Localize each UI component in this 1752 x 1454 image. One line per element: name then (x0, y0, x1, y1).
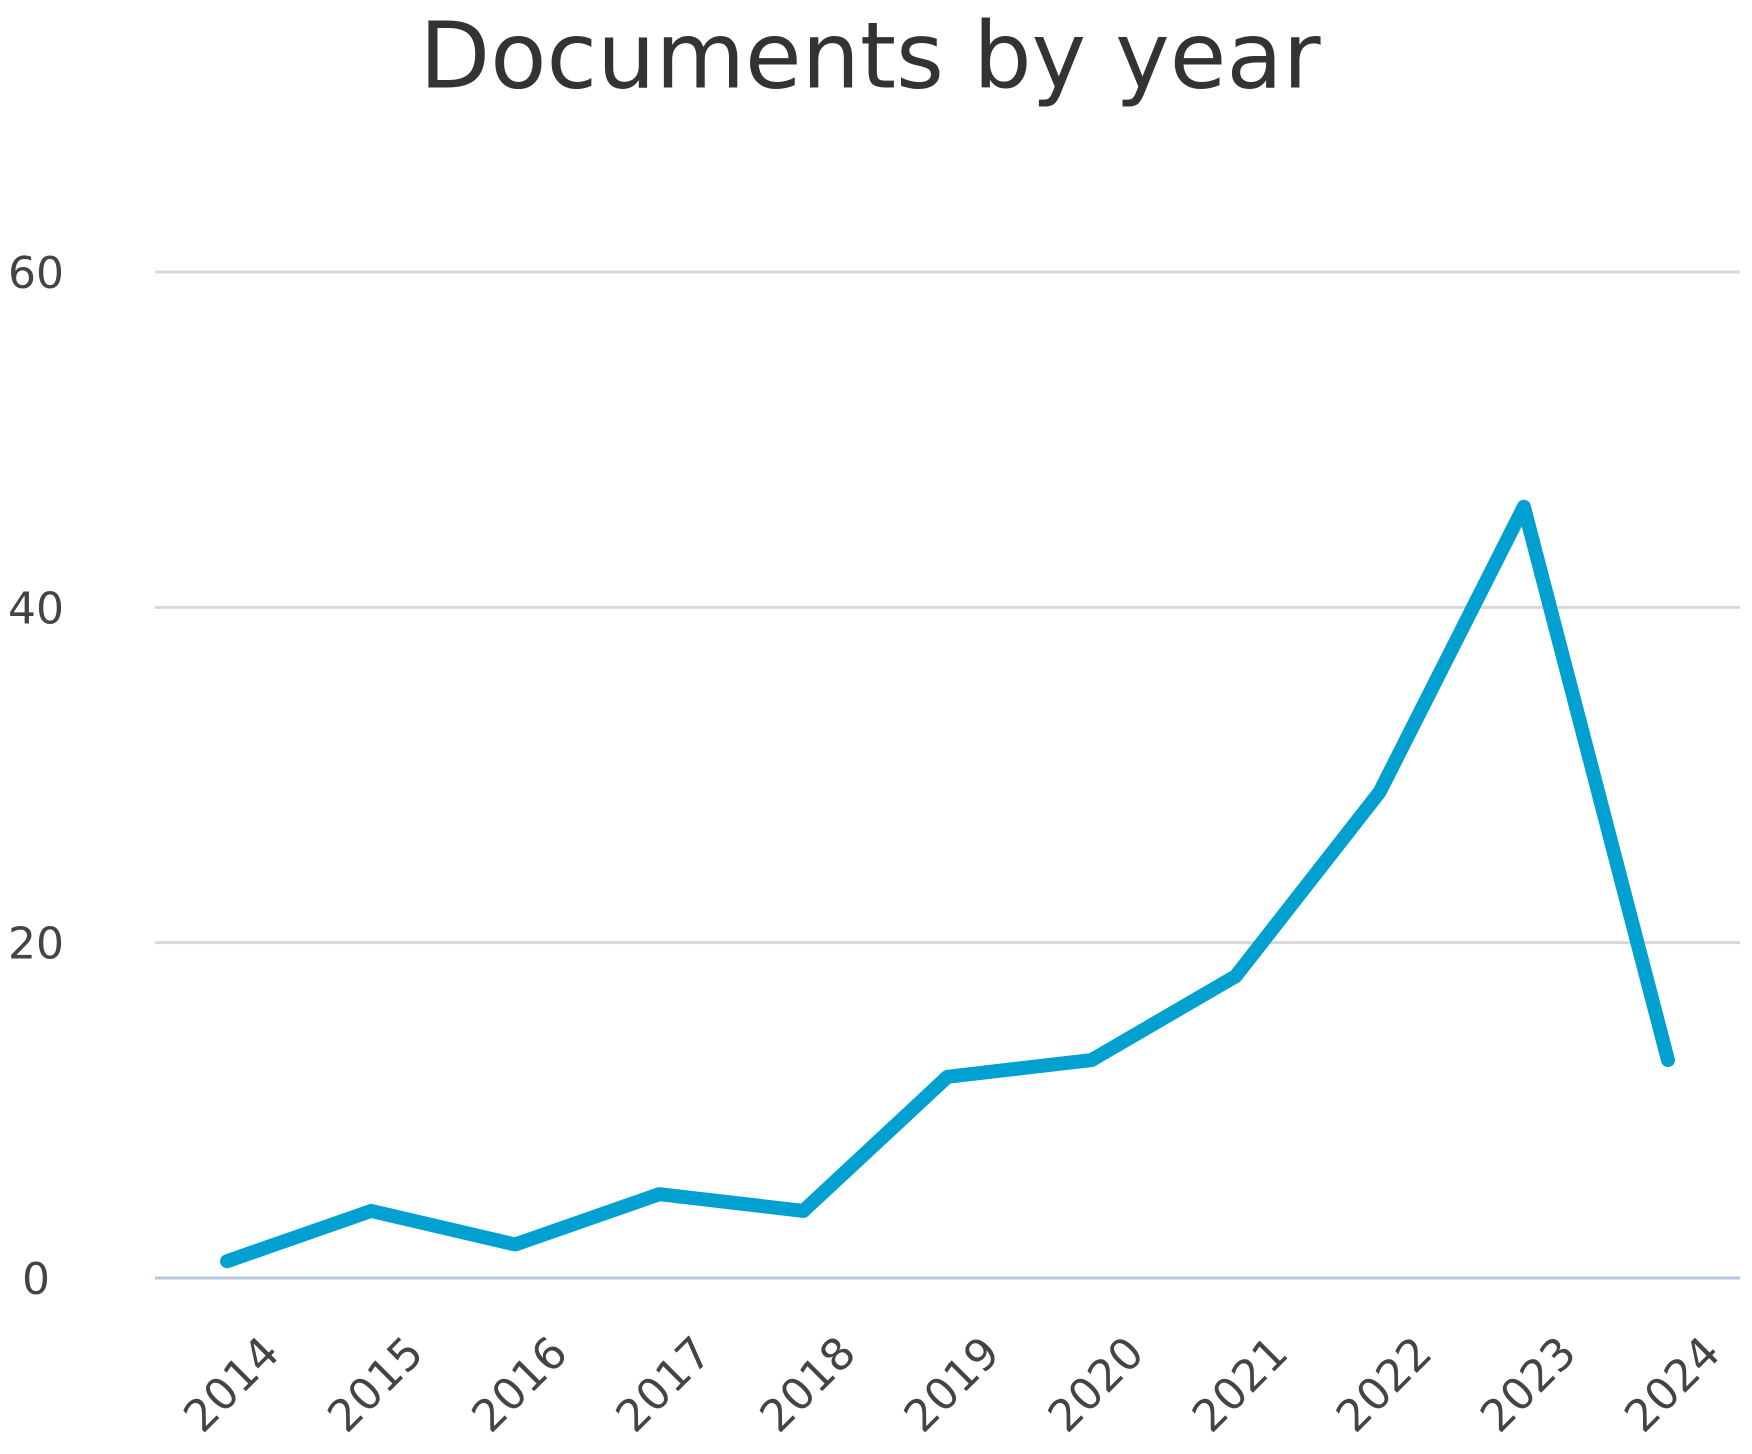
x-tick-label: 2021 (1183, 1327, 1298, 1442)
x-tick-label: 2017 (606, 1327, 721, 1442)
x-tick-label: 2014 (174, 1327, 289, 1442)
x-tick-label: 2015 (318, 1327, 433, 1442)
y-tick-label: 0 (22, 1254, 50, 1305)
x-tick-label: 2019 (895, 1327, 1010, 1442)
x-tick-label: 2020 (1039, 1327, 1154, 1442)
x-tick-label: 2022 (1327, 1327, 1442, 1442)
x-tick-label: 2018 (751, 1327, 866, 1442)
x-tick-label: 2016 (462, 1327, 577, 1442)
chart-title: Documents by year (419, 2, 1320, 109)
y-tick-label: 20 (8, 919, 64, 970)
x-tick-label: 2024 (1615, 1327, 1730, 1442)
y-tick-label: 60 (8, 248, 64, 299)
y-tick-label: 40 (8, 583, 64, 634)
x-tick-label: 2023 (1471, 1327, 1586, 1442)
data-line (220, 499, 1675, 1269)
